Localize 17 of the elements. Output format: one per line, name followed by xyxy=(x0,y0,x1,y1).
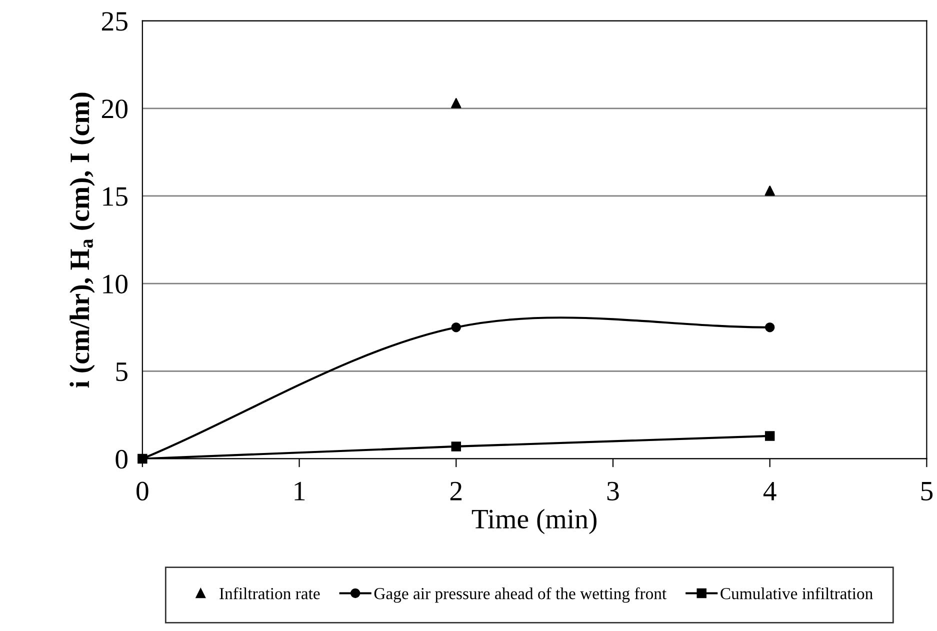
x-tick-label: 2 xyxy=(450,482,462,500)
legend-label: Gage air pressure ahead of the wetting front xyxy=(374,587,667,603)
x-tick-label: 1 xyxy=(294,482,305,500)
x-tick-label: 5 xyxy=(921,482,933,501)
y-tick-label: 10 xyxy=(103,274,128,294)
x-tick-label: 4 xyxy=(763,482,776,500)
y-tick-label: 15 xyxy=(103,187,128,206)
y-tick-label: 5 xyxy=(116,362,128,382)
x-axis-title: Time (min) xyxy=(472,508,596,534)
y-axis-title: i (cm/hr), H$_{a}$ (cm), I (cm) xyxy=(70,92,95,388)
legend-label: Cumulative infiltration xyxy=(720,587,873,600)
y-tick-label: 0 xyxy=(116,450,128,469)
x-tick-label: 3 xyxy=(607,482,619,501)
y-tick-label: 25 xyxy=(102,12,128,31)
legend-label: Infiltration rate xyxy=(220,587,320,600)
y-tick-label: 20 xyxy=(102,100,128,118)
x-tick-label: 0 xyxy=(136,482,148,501)
